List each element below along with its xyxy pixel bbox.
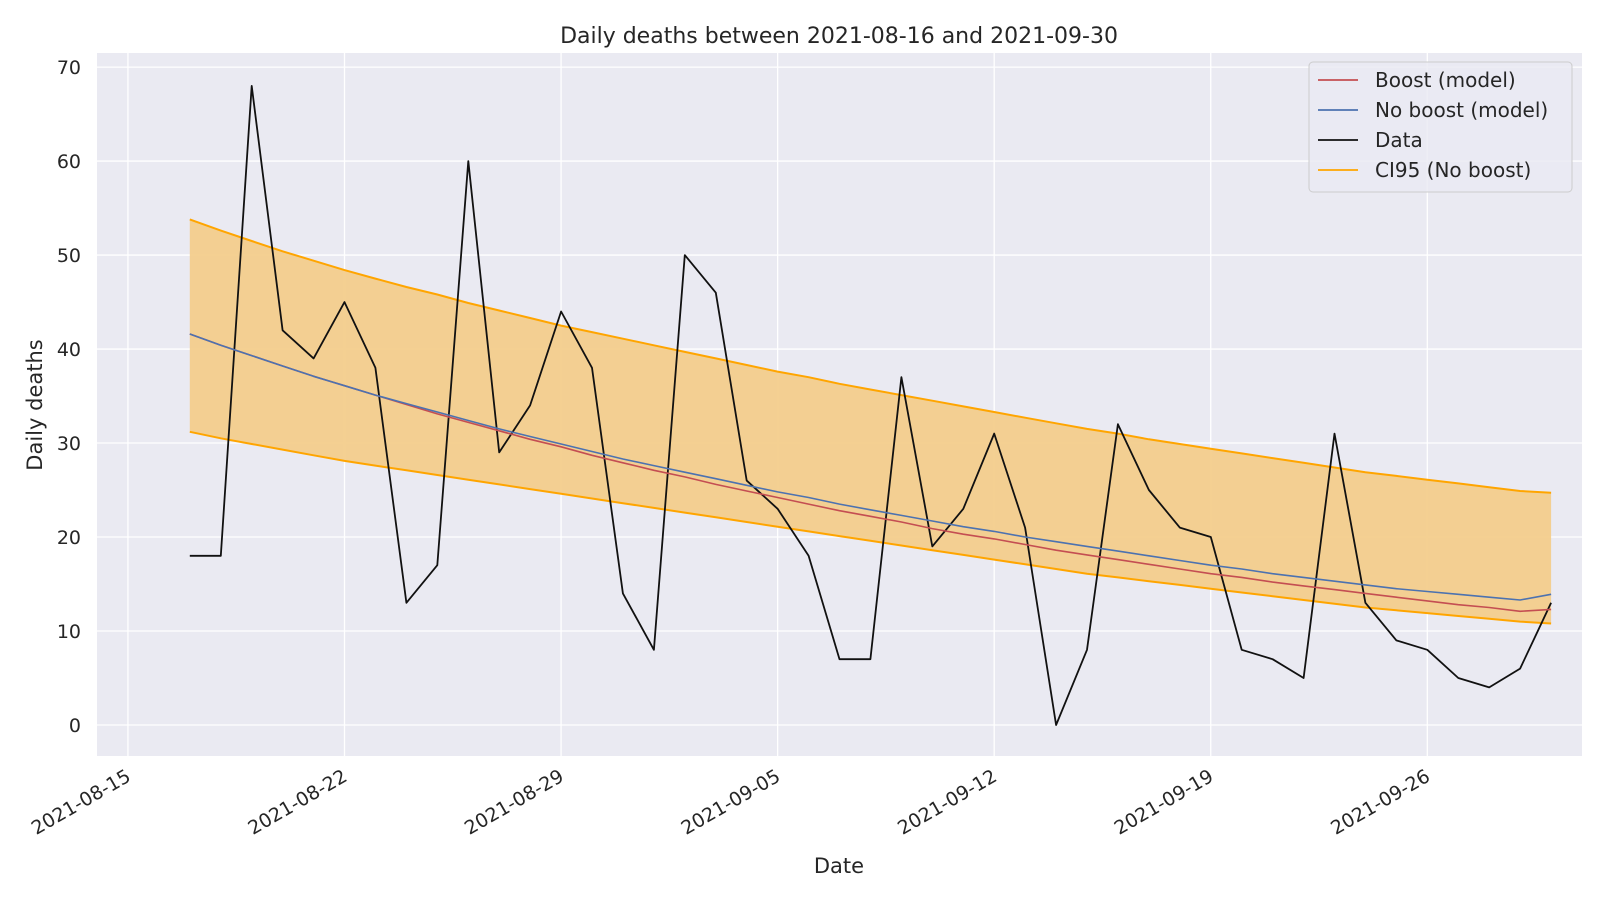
y-tick-label: 20 (57, 527, 81, 549)
y-tick-label: 60 (57, 151, 81, 173)
series-line-boost-model (189, 333, 1552, 613)
y-tick-label: 50 (57, 245, 81, 267)
x-tick-label: 2021-08-29 (461, 765, 568, 839)
y-tick-label: 30 (57, 433, 81, 455)
x-tick-label: 2021-08-15 (28, 765, 135, 839)
ci-upper-line (189, 218, 1552, 494)
x-tick-label: 2021-09-26 (1327, 765, 1434, 839)
legend: Boost (model) No boost (model) Data CI95 (N… (1308, 61, 1573, 193)
x-axis-label: Date (814, 854, 864, 878)
x-tick-label: 2021-09-19 (1111, 765, 1218, 839)
y-axis-label: Daily deaths (23, 339, 47, 470)
legend-label: Boost (model) (1375, 68, 1516, 92)
chart-title: Daily deaths between 2021-08-16 and 2021… (560, 24, 1118, 49)
x-tick-label: 2021-09-12 (894, 765, 1001, 839)
legend-label: No boost (model) (1375, 98, 1548, 122)
x-tick-label: 2021-09-05 (677, 765, 784, 839)
legend-label: CI95 (No boost) (1375, 158, 1531, 182)
ci-band-area (189, 219, 1552, 624)
legend-box (1308, 61, 1573, 193)
y-tick-label: 0 (69, 715, 81, 737)
series-line-data (189, 85, 1552, 726)
y-tick-label: 40 (57, 339, 81, 361)
y-tick-label: 70 (57, 57, 81, 79)
ci-lower-line (189, 430, 1552, 625)
y-tick-label: 10 (57, 621, 81, 643)
series-layer (189, 85, 1552, 726)
legend-label: Data (1375, 128, 1423, 152)
series-line-no-boost-model (189, 333, 1552, 601)
x-tick-label: 2021-08-22 (244, 765, 351, 839)
ci-band-layer (189, 218, 1552, 625)
